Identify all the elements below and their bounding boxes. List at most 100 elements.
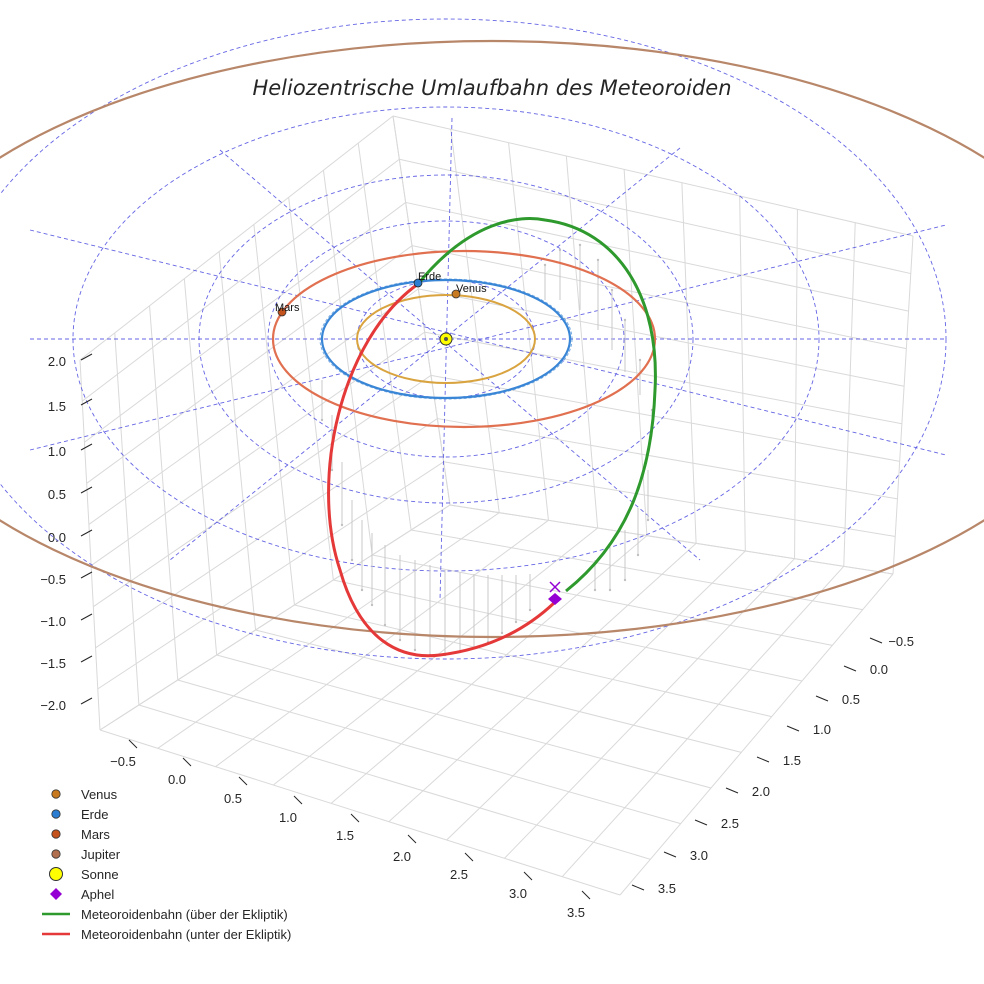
- grid-line: [405, 201, 909, 312]
- z-tick-mark: [80, 443, 93, 451]
- sonne-core: [444, 337, 448, 341]
- mars-label: Mars: [275, 302, 300, 314]
- grid-line: [97, 461, 444, 690]
- grid-line: [449, 504, 894, 575]
- x-tick-mark: [407, 834, 417, 844]
- grid-line: [177, 679, 681, 825]
- x-tick-mark: [581, 890, 591, 900]
- grid-line: [215, 519, 549, 768]
- grid-line: [90, 331, 425, 566]
- x-tick-mark: [182, 757, 192, 767]
- y-tick-mark: [869, 637, 883, 644]
- grid-line: [446, 550, 746, 841]
- legend-label: Erde: [81, 807, 108, 822]
- z-tick-label: −2.0: [40, 698, 66, 713]
- z-tick-mark: [80, 655, 93, 663]
- x-tick-label: 3.5: [567, 905, 585, 920]
- x-tick-mark: [293, 795, 303, 805]
- stem-dot: [514, 620, 518, 624]
- stem-dot: [330, 468, 334, 472]
- y-tick-label: −0.5: [888, 634, 914, 649]
- y-tick-label: 0.5: [842, 692, 860, 707]
- z-tick-mark: [80, 353, 93, 361]
- grid-line: [418, 288, 905, 387]
- x-tick-label: −0.5: [110, 754, 136, 769]
- y-tick-mark: [631, 884, 645, 891]
- stem-dot: [350, 558, 354, 562]
- stem-dot: [610, 288, 614, 292]
- stem-dot: [623, 578, 627, 582]
- grid-line: [81, 158, 400, 402]
- legend-swatch: [50, 888, 62, 900]
- x-tick-label: 1.5: [336, 828, 354, 843]
- grid-line: [157, 512, 500, 749]
- stem-dot: [320, 418, 324, 422]
- legend-label: Sonne: [81, 867, 119, 882]
- grid-line: [411, 245, 907, 350]
- venus-marker: [451, 289, 461, 299]
- y-tick-label: 3.0: [690, 848, 708, 863]
- grid-line: [739, 195, 746, 552]
- x-tick-mark: [523, 871, 533, 881]
- projection-stems: [320, 243, 654, 657]
- grid-line: [430, 374, 900, 462]
- grid-line: [411, 529, 863, 611]
- stem-dot: [370, 603, 374, 607]
- y-tick-mark: [843, 665, 857, 672]
- grid-line: [565, 155, 599, 529]
- meteoroid-orbit-above: [416, 217, 657, 593]
- stem-dot: [360, 588, 364, 592]
- stem-dot: [543, 263, 547, 267]
- x-tick-label: 1.0: [279, 810, 297, 825]
- x-tick-label: 0.0: [168, 772, 186, 787]
- z-tick-label: 0.0: [48, 530, 66, 545]
- stem-dot: [578, 243, 582, 247]
- legend-swatch: [49, 867, 63, 881]
- grid-line: [255, 629, 742, 753]
- y-tick-label: 2.5: [721, 816, 739, 831]
- mars-marker: [277, 307, 287, 317]
- erde-label: Erde: [418, 271, 441, 283]
- legend-label: Mars: [81, 827, 110, 842]
- grid-line: [288, 197, 334, 581]
- grid-line: [450, 129, 500, 513]
- grid-line: [93, 374, 432, 608]
- stem-dot: [638, 358, 642, 362]
- grid-line: [372, 554, 833, 646]
- chart-title: Heliozentrische Umlaufbahn des Meteoroid…: [252, 76, 731, 100]
- x-tick-mark: [238, 776, 248, 786]
- legend: Venus Erde Mars Jupiter Sonne Aphel Meteoroide…: [42, 787, 291, 942]
- z-tick-mark: [80, 529, 93, 537]
- stem-dot: [596, 258, 600, 262]
- stem-dot: [413, 648, 417, 652]
- grid-line: [79, 115, 394, 361]
- grid-line: [843, 222, 856, 567]
- grid-line: [183, 278, 218, 656]
- grid-line: [437, 418, 898, 500]
- grid-line: [892, 235, 914, 575]
- grid-line: [794, 209, 798, 559]
- x-tick-label: 2.5: [450, 867, 468, 882]
- stem-dot: [636, 553, 640, 557]
- stem-dot: [398, 638, 402, 642]
- y-tick-mark: [694, 819, 708, 826]
- stem-dot: [528, 608, 532, 612]
- grid-line: [84, 202, 406, 443]
- grid-line: [619, 573, 894, 896]
- grid-line: [149, 305, 179, 681]
- z-tick-mark: [80, 398, 93, 406]
- y-tick-mark: [663, 851, 677, 858]
- z-tick-label: 2.0: [48, 354, 66, 369]
- grid-line: [623, 169, 648, 536]
- z-tick-label: −1.5: [40, 656, 66, 671]
- grid-lines: [79, 115, 914, 896]
- x-tick-label: 0.5: [224, 791, 242, 806]
- stem-dot: [500, 631, 504, 635]
- legend-swatch: [51, 809, 61, 819]
- grid-line: [504, 558, 795, 859]
- y-tick-label: 2.0: [752, 784, 770, 799]
- z-tick-label: −0.5: [40, 572, 66, 587]
- legend-swatch: [51, 829, 61, 839]
- venus-label: Venus: [456, 283, 487, 295]
- legend-label: Aphel: [81, 887, 114, 902]
